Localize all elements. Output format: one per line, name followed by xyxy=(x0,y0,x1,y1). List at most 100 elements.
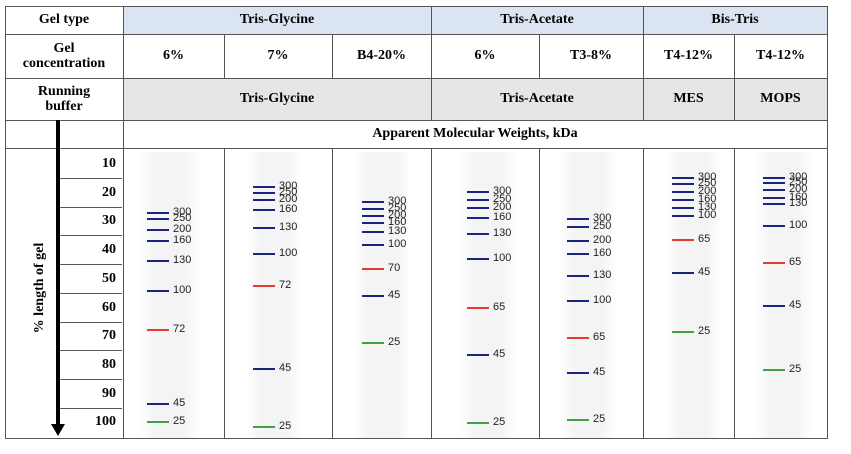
concentration-6: T4-12% xyxy=(664,48,713,64)
grid-line xyxy=(5,438,827,439)
y-axis-label: % length of gel xyxy=(32,242,47,334)
marker-label: 250 xyxy=(388,201,407,214)
marker-band xyxy=(467,354,489,357)
marker-band xyxy=(362,244,384,247)
grid-line xyxy=(431,148,432,439)
marker-band xyxy=(567,418,589,421)
marker-band xyxy=(567,240,589,242)
marker-band xyxy=(567,372,589,375)
marker-label: 130 xyxy=(173,254,192,267)
marker-label: 130 xyxy=(388,225,407,238)
marker-label: 300 xyxy=(593,211,612,224)
grid-line xyxy=(539,148,540,439)
marker-band xyxy=(362,342,384,345)
grid-line xyxy=(332,34,333,78)
marker-band xyxy=(467,258,489,261)
marker-label: 45 xyxy=(789,298,802,311)
label-gel-concentration: Gel concentration xyxy=(22,40,106,71)
percent-tick-line xyxy=(60,321,122,323)
marker-label: 100 xyxy=(493,252,512,265)
buffer-mops: MOPS xyxy=(734,78,827,120)
marker-band xyxy=(763,176,785,179)
marker-label: 25 xyxy=(789,362,802,375)
marker-label: 100 xyxy=(698,208,717,221)
marker-label: 130 xyxy=(279,221,298,234)
marker-label: 250 xyxy=(593,220,612,233)
marker-band xyxy=(253,191,275,194)
marker-band xyxy=(147,289,169,292)
marker-label: 65 xyxy=(698,233,711,246)
marker-label: 250 xyxy=(279,185,298,198)
grid-line xyxy=(224,148,225,439)
marker-label: 130 xyxy=(698,200,717,213)
gel-type-bis-tris: Bis-Tris xyxy=(643,6,827,34)
marker-label: 300 xyxy=(173,206,192,219)
marker-label: 250 xyxy=(173,211,192,224)
marker-label: 160 xyxy=(698,192,717,205)
percent-tick-line xyxy=(60,264,122,266)
percent-tick-label: 10 xyxy=(102,156,116,171)
marker-band xyxy=(362,214,384,217)
marker-label: 300 xyxy=(279,180,298,193)
marker-band xyxy=(763,304,785,307)
marker-band xyxy=(672,239,694,242)
marker-label: 65 xyxy=(593,331,606,344)
grid-line xyxy=(643,6,644,120)
marker-band xyxy=(467,216,489,219)
marker-band xyxy=(362,231,384,234)
marker-band xyxy=(147,240,169,242)
marker-label: 300 xyxy=(388,195,407,208)
marker-band xyxy=(763,203,785,206)
percent-tick-line xyxy=(60,407,122,409)
percent-tick-label: 20 xyxy=(102,184,116,200)
marker-band xyxy=(567,217,589,220)
marker-label: 130 xyxy=(789,197,808,210)
marker-band xyxy=(147,329,169,332)
percent-tick-label: 50 xyxy=(102,270,116,286)
marker-band xyxy=(672,183,694,186)
percent-tick-line xyxy=(60,350,122,352)
concentration-3: B4-20% xyxy=(357,48,406,64)
label-gel-type: Gel type xyxy=(38,12,90,28)
marker-band xyxy=(567,226,589,229)
marker-band xyxy=(763,189,785,192)
marker-label: 200 xyxy=(593,234,612,246)
marker-band xyxy=(253,367,275,370)
marker-label: 45 xyxy=(173,397,186,410)
marker-band xyxy=(147,212,169,215)
marker-label: 130 xyxy=(593,268,612,281)
marker-band xyxy=(672,214,694,217)
marker-band xyxy=(672,271,694,274)
marker-band xyxy=(567,337,589,340)
percent-tick-line xyxy=(60,292,122,294)
marker-label: 45 xyxy=(593,366,606,379)
marker-band xyxy=(467,198,489,201)
marker-label: 70 xyxy=(388,262,401,275)
grid-line xyxy=(734,34,735,120)
marker-band xyxy=(763,261,785,264)
marker-band xyxy=(763,224,785,227)
marker-band xyxy=(362,201,384,204)
marker-band xyxy=(253,252,275,255)
marker-band xyxy=(763,368,785,371)
marker-label: 72 xyxy=(173,323,186,336)
marker-label: 25 xyxy=(279,419,292,432)
concentration-7: T4-12% xyxy=(756,48,805,64)
gel-lane-7 xyxy=(756,152,812,438)
marker-band xyxy=(672,331,694,334)
percent-tick-line xyxy=(60,235,122,237)
marker-band xyxy=(362,268,384,271)
percent-tick-label: 60 xyxy=(102,299,116,315)
marker-label: 65 xyxy=(789,255,802,268)
gel-type-tris-acetate: Tris-Acetate xyxy=(431,6,643,34)
grid-line xyxy=(123,6,124,439)
marker-band xyxy=(253,209,275,212)
percent-tick-label: 90 xyxy=(102,385,116,401)
grid-line xyxy=(224,34,225,78)
gel-type-tris-glycine: Tris-Glycine xyxy=(123,6,431,34)
marker-band xyxy=(147,403,169,406)
marker-band xyxy=(567,274,589,277)
percent-tick-line xyxy=(60,206,122,208)
grid-line xyxy=(643,148,644,439)
marker-label: 250 xyxy=(493,192,512,205)
